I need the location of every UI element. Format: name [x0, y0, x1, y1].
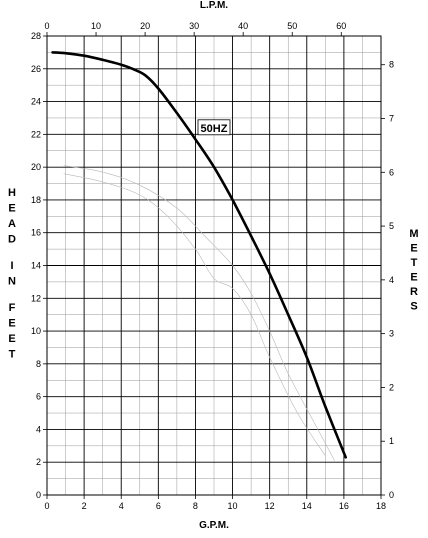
y-tick-label: 10 — [31, 326, 41, 336]
annotation-label: 50HZ — [201, 123, 228, 135]
y2-tick-label: 0 — [389, 490, 394, 500]
x2-tick-label: 30 — [189, 21, 199, 31]
y2-tick-label: 6 — [389, 167, 394, 177]
y-axis-title-letter: I — [10, 260, 13, 272]
faint-reference-line — [63, 173, 326, 456]
y-axis-title-letter: E — [8, 203, 15, 215]
x2-axis-title: L.P.M. — [200, 0, 228, 11]
x2-tick-label: 40 — [238, 21, 248, 31]
x2-tick-label: 60 — [336, 21, 346, 31]
y2-axis-ticks: 0 1 2 3 4 5 6 7 8 — [381, 60, 394, 500]
x-tick-label: 8 — [193, 501, 198, 511]
y-tick-label: 12 — [31, 293, 41, 303]
y2-tick-label: 4 — [389, 275, 394, 285]
y2-axis-title-letter: E — [410, 243, 417, 255]
y-axis-title-letter: N — [8, 276, 16, 288]
faint-reference-lines — [63, 165, 335, 461]
y-axis-title-letter: T — [9, 349, 16, 361]
x-axis-ticks: 0 2 4 6 8 10 12 14 16 18 — [44, 495, 386, 511]
annotation-50hz: 50HZ — [197, 119, 231, 136]
minor-grid — [47, 36, 381, 495]
y2-tick-label: 3 — [389, 329, 394, 339]
x-tick-label: 4 — [119, 501, 124, 511]
y2-axis-title-letter: T — [411, 257, 418, 269]
y2-tick-label: 8 — [389, 60, 394, 70]
series-line-50hz — [51, 51, 347, 459]
y-tick-label: 14 — [31, 261, 41, 271]
x-tick-label: 12 — [265, 501, 275, 511]
y-tick-label: 8 — [36, 359, 41, 369]
y-axis-title-letter: D — [8, 234, 16, 246]
major-grid — [47, 36, 381, 495]
y-tick-label: 0 — [36, 490, 41, 500]
y-tick-label: 6 — [36, 392, 41, 402]
y-tick-label: 28 — [31, 31, 41, 41]
x2-axis-ticks: 0 10 20 30 40 50 60 — [44, 21, 346, 36]
y-tick-label: 22 — [31, 129, 41, 139]
faint-reference-line — [63, 165, 335, 461]
annotation-box — [197, 119, 231, 136]
x2-tick-label: 10 — [91, 21, 101, 31]
y-tick-label: 26 — [31, 64, 41, 74]
y2-axis-title-letter: S — [410, 301, 417, 313]
y2-axis-title-letter: R — [410, 286, 418, 298]
y2-axis-title-letter: M — [409, 228, 418, 240]
y2-tick-label: 1 — [389, 436, 394, 446]
y-axis-title-letter: H — [8, 187, 16, 199]
x-tick-label: 10 — [228, 501, 238, 511]
y-axis-title-letter: E — [8, 318, 15, 330]
y-tick-label: 20 — [31, 162, 41, 172]
y2-axis-title-letter: E — [410, 272, 417, 284]
x2-tick-label: 20 — [140, 21, 150, 31]
y-tick-label: 4 — [36, 424, 41, 434]
y-tick-label: 16 — [31, 228, 41, 238]
y-axis-title-letter: A — [8, 218, 16, 230]
x-tick-label: 2 — [82, 501, 87, 511]
x-axis-title: G.P.M. — [199, 520, 229, 531]
y-tick-label: 18 — [31, 195, 41, 205]
x2-tick-label: 50 — [287, 21, 297, 31]
y-axis-title-letter: E — [8, 333, 15, 345]
y2-tick-label: 7 — [389, 114, 394, 124]
y-tick-label: 24 — [31, 97, 41, 107]
y2-tick-label: 5 — [389, 221, 394, 231]
y-axis-title-letter: F — [9, 302, 16, 314]
x-tick-label: 18 — [376, 501, 386, 511]
x-tick-label: 0 — [44, 501, 49, 511]
y2-tick-label: 2 — [389, 382, 394, 392]
y-tick-label: 2 — [36, 457, 41, 467]
x-tick-label: 14 — [302, 501, 312, 511]
x2-tick-label: 0 — [44, 21, 49, 31]
x-tick-label: 16 — [339, 501, 349, 511]
x-tick-label: 6 — [156, 501, 161, 511]
